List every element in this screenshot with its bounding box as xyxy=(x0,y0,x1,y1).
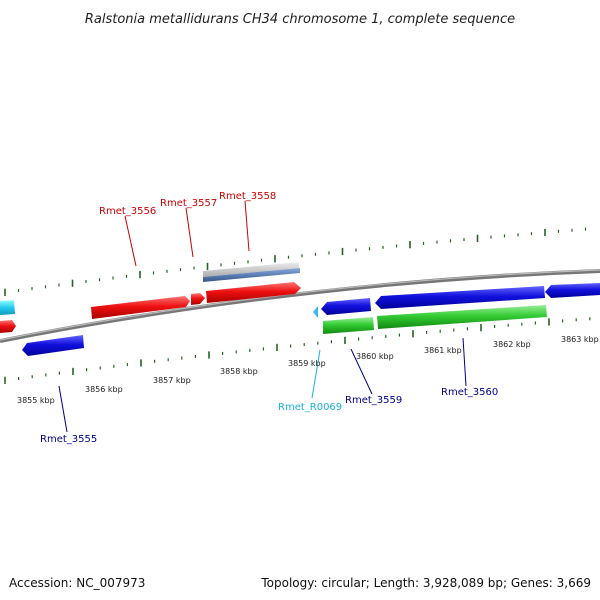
kbp-labels: 3855 kbp 3856 kbp 3857 kbp 3858 kbp 3859… xyxy=(17,335,599,405)
gc-steel-bar xyxy=(203,268,300,282)
gc-gray-bar xyxy=(203,262,299,277)
kbp-label: 3861 kbp xyxy=(424,346,462,355)
forward-strand-features xyxy=(0,282,301,319)
leader-rmet-r0069 xyxy=(311,349,321,399)
gene-rmet-3555 xyxy=(22,335,84,356)
chromosome-backbone xyxy=(0,269,600,343)
gene-labels: Rmet_3555 Rmet_3556 Rmet_3557 Rmet_3558 … xyxy=(40,191,498,445)
label-rmet-3555: Rmet_3555 xyxy=(40,434,97,445)
leader-rmet-3559 xyxy=(350,348,373,395)
label-rmet-r0069: Rmet_R0069 xyxy=(278,402,342,413)
label-rmet-3560: Rmet_3560 xyxy=(441,387,498,398)
gene-rmet-3556 xyxy=(91,296,190,319)
leader-rmet-3558 xyxy=(244,200,250,252)
leader-rmet-3555 xyxy=(58,385,68,433)
map-title: Ralstonia metallidurans CH34 chromosome … xyxy=(85,12,515,27)
label-rmet-3558: Rmet_3558 xyxy=(219,191,276,202)
orf-green-1 xyxy=(323,317,374,334)
gene-right-blue xyxy=(545,283,600,298)
gene-rmet-3560 xyxy=(375,286,545,309)
kbp-label: 3859 kbp xyxy=(288,359,326,368)
topology-summary: Topology: circular; Length: 3,928,089 bp… xyxy=(260,576,591,590)
inner-tick-track xyxy=(4,317,591,384)
gene-rmet-3558 xyxy=(206,282,301,303)
kbp-label: 3855 kbp xyxy=(17,396,55,405)
kbp-label: 3857 kbp xyxy=(153,376,191,385)
outer-tick-track xyxy=(4,227,587,296)
accession-text: Accession: NC_007973 xyxy=(9,576,145,590)
red-feature-left xyxy=(0,320,16,333)
rna-feature-left xyxy=(0,300,15,315)
kbp-label: 3862 kbp xyxy=(493,340,531,349)
reverse-strand-features xyxy=(0,283,600,356)
label-leaders xyxy=(58,200,467,433)
gc-content-bars xyxy=(203,262,300,282)
leader-rmet-3560 xyxy=(462,337,467,387)
kbp-label: 3860 kbp xyxy=(356,352,394,361)
leader-rmet-3557 xyxy=(185,207,194,258)
orf-green-2 xyxy=(377,305,547,329)
gene-rmet-r0069 xyxy=(313,306,318,318)
kbp-label: 3863 kbp xyxy=(561,335,599,344)
label-rmet-3559: Rmet_3559 xyxy=(345,395,402,406)
chromosome-backbone-highlight xyxy=(0,269,600,341)
label-rmet-3556: Rmet_3556 xyxy=(99,206,156,217)
kbp-label: 3858 kbp xyxy=(220,367,258,376)
leader-rmet-3556 xyxy=(124,215,137,267)
label-rmet-3557: Rmet_3557 xyxy=(160,198,217,209)
kbp-label: 3856 kbp xyxy=(85,385,123,394)
gene-rmet-3557 xyxy=(191,293,205,305)
gene-rmet-3559 xyxy=(321,298,371,315)
